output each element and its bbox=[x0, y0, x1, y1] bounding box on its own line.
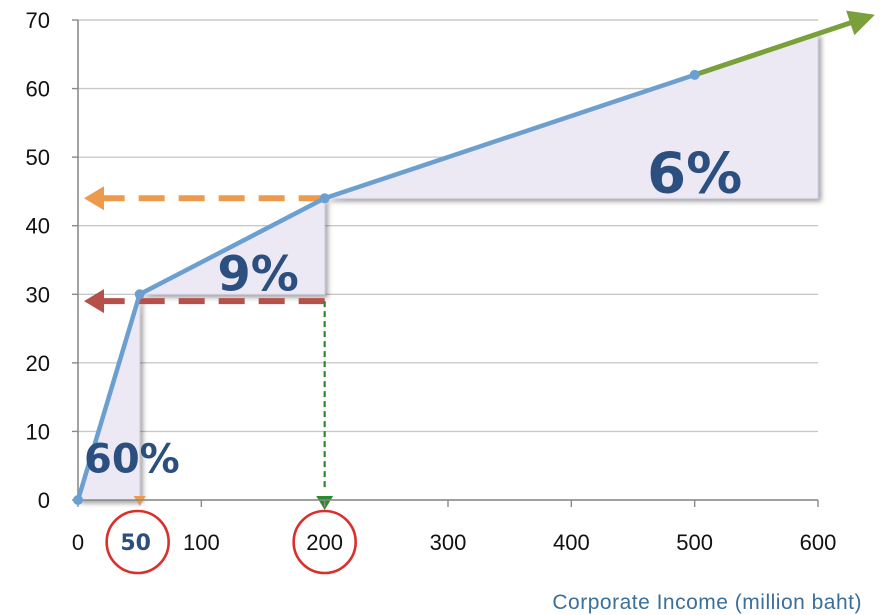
series-extension bbox=[692, 17, 861, 78]
highlight-circle-50 bbox=[105, 509, 170, 575]
reference-arrow-y-29 bbox=[84, 289, 104, 314]
y-tick-label-10: 10 bbox=[26, 419, 50, 444]
series-point-0 bbox=[73, 495, 83, 505]
y-tick-label-70: 70 bbox=[26, 8, 50, 33]
x-tick-label-400: 400 bbox=[553, 530, 590, 555]
rate-label-3: 6% bbox=[647, 141, 742, 206]
series-point-200 bbox=[319, 193, 330, 204]
y-tick-label-30: 30 bbox=[26, 282, 50, 307]
tick-labels: 0 10 20 30 40 50 60 70 0 50 100 200 300 400 500 600 bbox=[26, 8, 837, 556]
reference-arrow-y-44 bbox=[84, 186, 104, 211]
x-axis-label: Corporate Income (million baht) bbox=[552, 591, 862, 614]
y-tick-label-50: 50 bbox=[26, 145, 50, 170]
series-line bbox=[75, 72, 697, 503]
x-tick-label-300: 300 bbox=[430, 530, 467, 555]
x-tick-label-0: 0 bbox=[72, 530, 84, 555]
x-tick-label-500: 500 bbox=[676, 530, 713, 555]
series-point-500 bbox=[689, 69, 700, 80]
y-tick-label-60: 60 bbox=[26, 77, 50, 102]
axis-arrow-50 bbox=[133, 496, 146, 506]
x-tick-label-600: 600 bbox=[800, 530, 837, 555]
series-arrow-head bbox=[846, 10, 875, 36]
x-tick-label-50: 50 bbox=[120, 531, 151, 556]
rate-label-1: 60% bbox=[84, 437, 180, 483]
highlight-circles bbox=[105, 509, 357, 575]
y-tick-label-40: 40 bbox=[26, 214, 50, 239]
x-tick-label-100: 100 bbox=[183, 530, 220, 555]
x-tick-label-200: 200 bbox=[306, 530, 343, 555]
series-point-50 bbox=[134, 289, 145, 300]
highlight-circle-200 bbox=[292, 509, 357, 575]
y-tick-label-0: 0 bbox=[38, 488, 50, 513]
y-tick-label-20: 20 bbox=[26, 351, 50, 376]
rate-labels: 60% 9% 6% bbox=[84, 141, 742, 482]
series-layer bbox=[73, 10, 875, 505]
rate-label-2: 9% bbox=[217, 246, 299, 302]
